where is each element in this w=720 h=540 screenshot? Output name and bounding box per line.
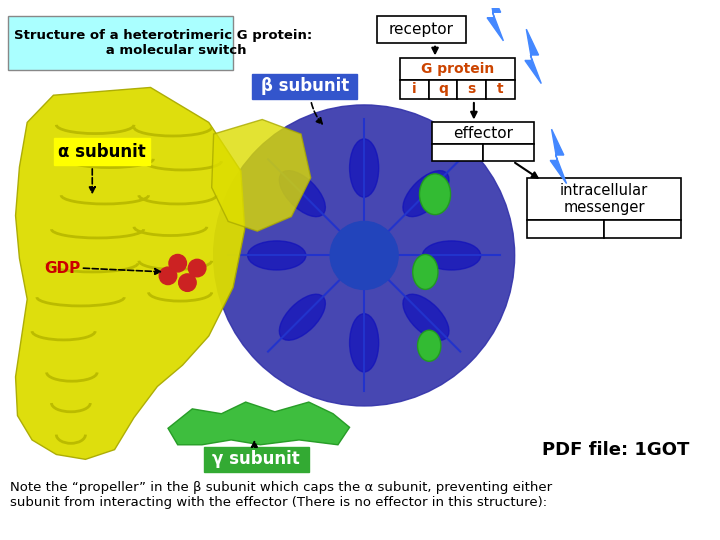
Ellipse shape — [403, 171, 449, 217]
Text: Note the “propeller” in the β subunit which caps the α subunit, preventing eithe: Note the “propeller” in the β subunit wh… — [9, 481, 552, 509]
Ellipse shape — [350, 139, 379, 197]
Circle shape — [179, 274, 196, 292]
Ellipse shape — [420, 174, 451, 214]
Text: i: i — [412, 83, 417, 96]
Text: effector: effector — [453, 126, 513, 140]
Polygon shape — [525, 29, 541, 84]
Ellipse shape — [248, 241, 306, 270]
FancyBboxPatch shape — [8, 16, 233, 70]
FancyBboxPatch shape — [432, 144, 483, 161]
FancyBboxPatch shape — [604, 220, 680, 238]
Text: t: t — [497, 83, 504, 96]
Text: s: s — [467, 83, 476, 96]
Circle shape — [330, 221, 398, 289]
Text: β subunit: β subunit — [261, 77, 349, 96]
FancyBboxPatch shape — [486, 80, 515, 99]
Circle shape — [169, 254, 186, 272]
FancyBboxPatch shape — [457, 80, 486, 99]
Text: q: q — [438, 83, 448, 96]
FancyBboxPatch shape — [527, 220, 604, 238]
FancyBboxPatch shape — [428, 80, 457, 99]
Circle shape — [159, 267, 176, 285]
Ellipse shape — [279, 171, 325, 217]
Polygon shape — [550, 129, 567, 184]
FancyBboxPatch shape — [483, 144, 534, 161]
Text: receptor: receptor — [389, 22, 454, 37]
FancyBboxPatch shape — [204, 447, 309, 472]
Text: intracellular
messenger: intracellular messenger — [560, 183, 648, 215]
Ellipse shape — [413, 254, 438, 289]
Ellipse shape — [403, 294, 449, 340]
Ellipse shape — [279, 294, 325, 340]
Circle shape — [214, 105, 515, 406]
Text: G protein: G protein — [420, 62, 494, 76]
Ellipse shape — [350, 314, 379, 372]
Polygon shape — [168, 402, 350, 445]
Ellipse shape — [423, 241, 481, 270]
FancyBboxPatch shape — [527, 178, 680, 220]
FancyBboxPatch shape — [400, 80, 428, 99]
Text: α subunit: α subunit — [58, 143, 146, 160]
Polygon shape — [212, 119, 311, 231]
Text: γ subunit: γ subunit — [212, 450, 300, 468]
Ellipse shape — [418, 330, 441, 361]
FancyBboxPatch shape — [377, 16, 466, 43]
Text: Structure of a heterotrimeric G protein:
      a molecular switch: Structure of a heterotrimeric G protein:… — [14, 29, 312, 57]
Polygon shape — [487, 0, 503, 41]
Text: PDF file: 1GOT: PDF file: 1GOT — [542, 441, 689, 458]
FancyBboxPatch shape — [400, 58, 515, 80]
Polygon shape — [16, 87, 245, 460]
Circle shape — [189, 259, 206, 277]
FancyBboxPatch shape — [432, 123, 534, 144]
FancyBboxPatch shape — [253, 74, 357, 99]
Text: GDP: GDP — [45, 261, 81, 275]
